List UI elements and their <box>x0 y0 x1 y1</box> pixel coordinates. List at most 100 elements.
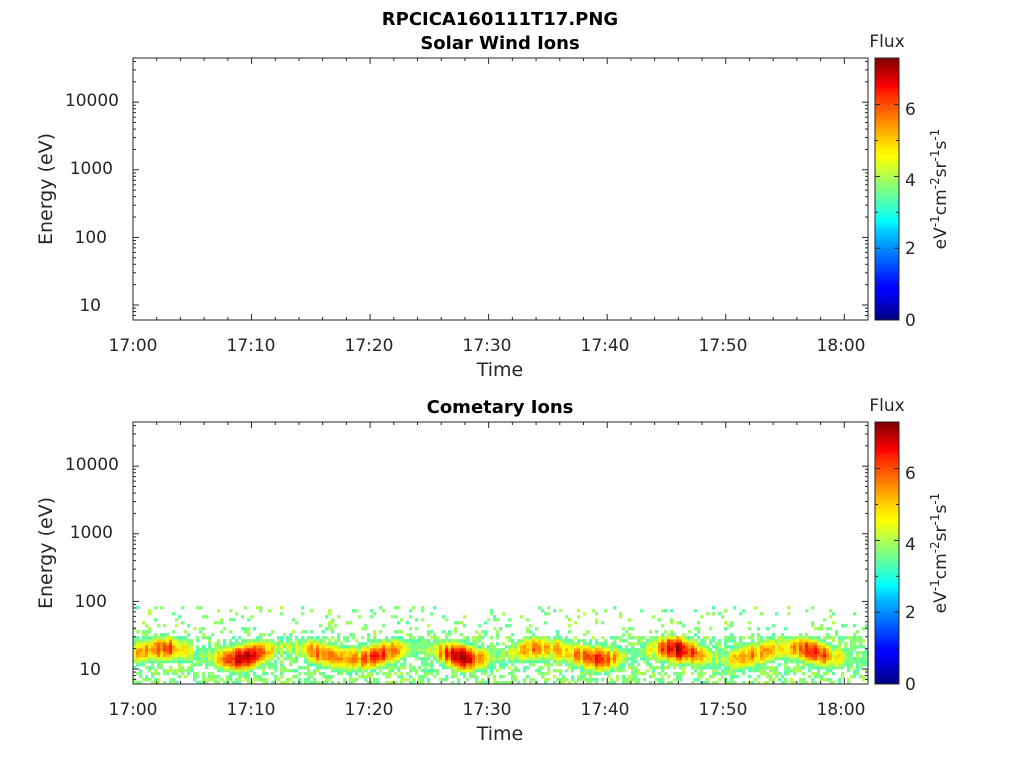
spectrogram-cell <box>364 663 368 667</box>
spectrogram-cell <box>280 642 284 646</box>
spectrogram-cell <box>256 606 260 610</box>
spectrogram-cell <box>526 660 530 664</box>
spectrogram-cell <box>712 681 716 685</box>
spectrogram-cell <box>658 657 662 661</box>
spectrogram-cell <box>832 648 836 652</box>
spectrogram-cell <box>643 645 647 649</box>
spectrogram-cell <box>322 660 326 664</box>
x-tick-label: 17:30 <box>463 700 512 720</box>
spectrogram-cell <box>373 642 377 646</box>
spectrogram-cell <box>613 606 617 610</box>
spectrogram-cell <box>340 654 344 658</box>
spectrogram-cell <box>814 663 818 667</box>
spectrogram-cell <box>424 666 428 670</box>
spectrogram-cell <box>694 654 698 658</box>
spectrogram-cell <box>523 657 527 661</box>
spectrogram-cell <box>334 663 338 667</box>
spectrogram-cell <box>343 663 347 667</box>
spectrogram-cell <box>562 660 566 664</box>
spectrogram-cell <box>499 654 503 658</box>
spectrogram-cell <box>745 651 749 655</box>
spectrogram-cell <box>670 639 674 643</box>
spectrogram-cell <box>709 663 713 667</box>
spectrogram-cell <box>835 648 839 652</box>
spectrogram-cell <box>322 630 326 634</box>
spectrogram-cell <box>481 654 485 658</box>
spectrogram-cell <box>256 666 260 670</box>
spectrogram-cell <box>703 651 707 655</box>
spectrogram-cell <box>679 672 683 676</box>
spectrogram-cell <box>397 657 401 661</box>
spectrogram-cell <box>601 648 605 652</box>
spectrogram-cell <box>544 648 548 652</box>
spectrogram-cell <box>394 657 398 661</box>
spectrogram-cell <box>658 654 662 658</box>
spectrogram-cell <box>763 654 767 658</box>
spectrogram-cell <box>394 636 398 640</box>
spectrogram-cell <box>658 648 662 652</box>
spectrogram-cell <box>223 681 227 685</box>
spectrogram-cell <box>217 645 221 649</box>
spectrogram-cell <box>310 657 314 661</box>
spectrogram-cell <box>577 657 581 661</box>
spectrogram-cell <box>823 654 827 658</box>
spectrogram-cell <box>511 633 515 637</box>
spectrogram-cell <box>826 660 830 664</box>
spectrogram-cell <box>631 651 635 655</box>
spectrogram-cell <box>361 651 365 655</box>
spectrogram-cell <box>763 669 767 673</box>
spectrogram-cell <box>202 654 206 658</box>
spectrogram-cell <box>622 654 626 658</box>
spectrogram-cell <box>604 645 608 649</box>
spectrogram-cell <box>592 663 596 667</box>
spectrogram-cell <box>520 648 524 652</box>
spectrogram-cell <box>196 675 200 679</box>
spectrogram-cell <box>565 642 569 646</box>
spectrogram-cell <box>802 666 806 670</box>
spectrogram-cell <box>214 681 218 685</box>
spectrogram-cell <box>238 678 242 682</box>
spectrogram-cell <box>592 651 596 655</box>
spectrogram-cell <box>817 639 821 643</box>
spectrogram-cell <box>160 666 164 670</box>
spectrogram-cell <box>850 657 854 661</box>
spectrogram-cell <box>178 654 182 658</box>
spectrogram-cell <box>457 648 461 652</box>
spectrogram-cell <box>517 651 521 655</box>
spectrogram-cell <box>451 639 455 643</box>
spectrogram-cell <box>751 669 755 673</box>
spectrogram-cell <box>289 636 293 640</box>
spectrogram-cell <box>355 678 359 682</box>
spectrogram-cell <box>466 666 470 670</box>
spectrogram-cell <box>724 642 728 646</box>
spectrogram-cell <box>334 669 338 673</box>
x-tick-label: 18:00 <box>817 336 866 356</box>
spectrogram-cell <box>376 654 380 658</box>
spectrogram-cell <box>307 681 311 685</box>
spectrogram-cell <box>238 672 242 676</box>
spectrogram-cell <box>133 642 137 646</box>
spectrogram-cell <box>538 654 542 658</box>
spectrogram-cell <box>403 678 407 682</box>
spectrogram-cell <box>451 645 455 649</box>
spectrogram-cell <box>487 648 491 652</box>
spectrogram-cell <box>343 678 347 682</box>
spectrogram-cell <box>535 627 539 631</box>
spectrogram-cell <box>430 654 434 658</box>
spectrogram-cell <box>805 660 809 664</box>
spectrogram-cell <box>337 639 341 643</box>
spectrogram-cell <box>814 648 818 652</box>
spectrogram-cell <box>823 618 827 622</box>
spectrogram-cell <box>277 636 281 640</box>
spectrogram-cell <box>592 666 596 670</box>
spectrogram-cell <box>217 651 221 655</box>
spectrogram-cell <box>730 669 734 673</box>
spectrogram-cell <box>478 681 482 685</box>
spectrogram-cell <box>550 663 554 667</box>
spectrogram-cell <box>472 642 476 646</box>
spectrogram-cell <box>172 630 176 634</box>
spectrogram-cell <box>364 648 368 652</box>
spectrogram-cell <box>370 609 374 613</box>
spectrogram-cell <box>172 642 176 646</box>
spectrogram-cell <box>745 654 749 658</box>
